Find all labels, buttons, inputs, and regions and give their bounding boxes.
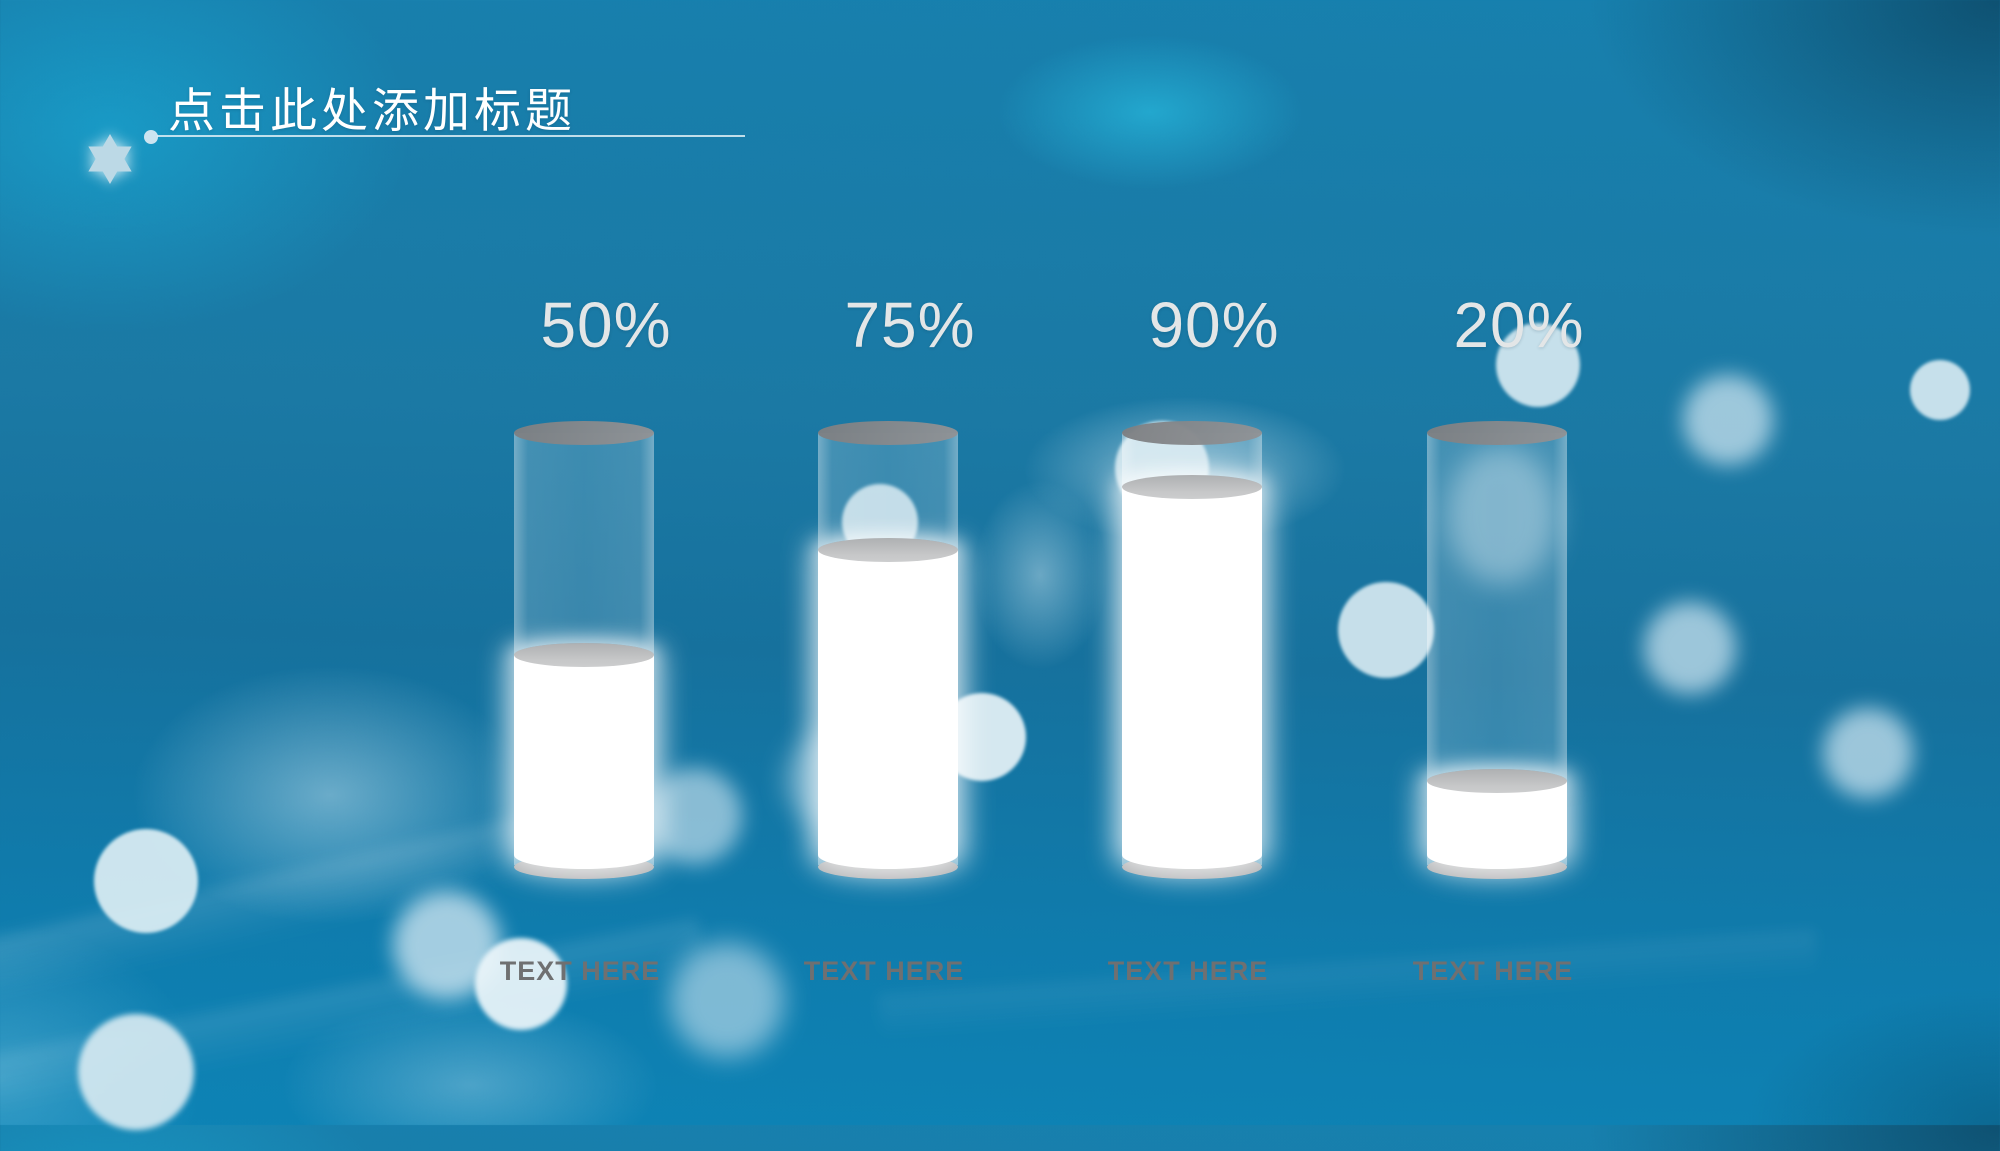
cylinder-top-cap (1427, 421, 1567, 445)
light-streak (877, 929, 1821, 1065)
bokeh-circle (1496, 323, 1580, 407)
bokeh-circle (1910, 360, 1970, 420)
bokeh-circle (94, 829, 198, 933)
bokeh-circle (1823, 708, 1913, 798)
percent-label[interactable]: 20% (1453, 289, 1585, 361)
caption-label[interactable]: TEXT HERE (803, 956, 965, 986)
cylinder-fill (1122, 487, 1262, 869)
cylinder-fill-top-ellipse (1427, 769, 1567, 793)
cylinder-top-cap (1122, 421, 1262, 445)
bokeh-circle (475, 938, 567, 1030)
cylinder-fill-top-ellipse (1122, 475, 1262, 499)
bokeh-circle (78, 1014, 194, 1130)
bokeh-circle (1338, 582, 1434, 678)
background-decor-layer (0, 323, 1970, 1151)
caption-label[interactable]: TEXT HERE (1107, 956, 1269, 986)
cylinder-fill (818, 550, 958, 869)
chart-column: 75% TEXT HERE (803, 0, 976, 1125)
title-underline (157, 135, 745, 137)
cylinder-fill (514, 655, 654, 869)
bokeh-circle (1447, 445, 1557, 585)
cylinder-fill (1427, 781, 1567, 869)
title-line-dot (144, 130, 158, 144)
percent-label[interactable]: 50% (540, 289, 672, 361)
percent-label[interactable]: 75% (844, 289, 976, 361)
cylinder-top-cap (514, 421, 654, 445)
cylinder-top-cap (818, 421, 958, 445)
bokeh-circle (646, 768, 742, 864)
caption-label[interactable]: TEXT HERE (499, 956, 661, 986)
chart-column: 20% TEXT HERE (1412, 0, 1585, 1125)
cylinder-fill-top-ellipse (514, 643, 654, 667)
bokeh-circle (1644, 602, 1736, 694)
percent-label[interactable]: 90% (1148, 289, 1280, 361)
star-icon (88, 134, 132, 184)
chart-column: 50% TEXT HERE (499, 0, 672, 1125)
caption-label[interactable]: TEXT HERE (1412, 956, 1574, 986)
bokeh-circle (1683, 375, 1773, 465)
chart-column: 90% TEXT HERE (1107, 0, 1280, 1125)
slide-title-placeholder[interactable]: 点击此处添加标题 (168, 84, 576, 137)
bokeh-circle (670, 943, 784, 1057)
cylinder-fill-top-ellipse (818, 538, 958, 562)
